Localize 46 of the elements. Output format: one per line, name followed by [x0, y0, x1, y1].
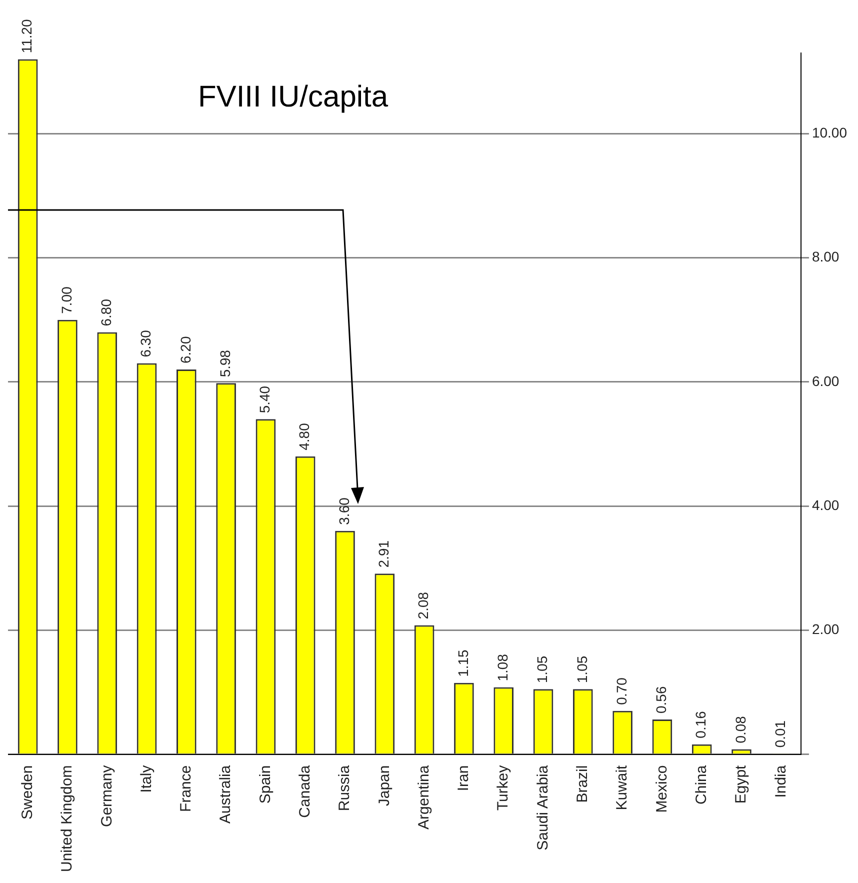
data-label: 7.00 — [58, 286, 74, 314]
x-tick-label: Sweden — [18, 765, 36, 820]
y-tick-label: 2.00 — [812, 621, 840, 638]
y-tick-label: 4.00 — [812, 496, 840, 513]
data-label: 6.30 — [138, 330, 154, 358]
x-tick-label: Spain — [256, 765, 274, 804]
data-label: 2.08 — [415, 592, 432, 620]
x-tick-label: Germany — [98, 764, 116, 827]
data-label: 6.20 — [177, 336, 194, 364]
data-label: 6.80 — [98, 298, 114, 326]
data-label: 1.05 — [574, 656, 590, 684]
data-label: 0.16 — [692, 710, 709, 738]
y-tick-label: 8.00 — [812, 248, 840, 265]
data-label: 0.08 — [732, 716, 748, 744]
x-tick-label: Iran — [455, 765, 472, 792]
x-tick-label: Japan — [376, 765, 393, 806]
x-tick-label: Saudi Arabia — [534, 764, 552, 850]
y-tick-label: 6.00 — [812, 372, 840, 389]
data-label: 0.01 — [772, 720, 788, 748]
x-tick-label: Russia — [336, 764, 354, 812]
data-label: 5.98 — [216, 350, 233, 378]
data-label: 3.60 — [336, 497, 352, 525]
data-label: 0.56 — [653, 686, 670, 714]
x-tick-label: Italy — [138, 764, 155, 793]
x-tick-label: Mexico — [653, 765, 670, 813]
x-tick-label: India — [772, 764, 790, 798]
x-tick-label: France — [178, 765, 195, 812]
x-tick-label: Kuwait — [614, 764, 631, 810]
text: FVIII IU/capita — [198, 80, 388, 114]
x-tick-label: United Kingdom — [58, 765, 76, 872]
x-tick-label: Turkey — [494, 764, 512, 811]
x-tick-label: Argentina — [415, 764, 432, 830]
data-label: 2.91 — [376, 540, 392, 568]
y-tick-label: 10.00 — [812, 124, 848, 141]
x-tick-label: Canada — [296, 764, 314, 818]
x-tick-label: China — [692, 764, 710, 804]
data-label: 1.05 — [534, 656, 550, 684]
x-tick-label: Australia — [217, 764, 234, 824]
data-label: 1.08 — [494, 654, 510, 682]
x-tick-label: Brazil — [574, 765, 592, 803]
data-label: 4.80 — [296, 422, 312, 450]
data-label: 11.20 — [18, 18, 35, 54]
data-label: 1.15 — [454, 649, 471, 677]
x-tick-label: Egypt — [732, 764, 750, 804]
data-label: 0.70 — [613, 677, 630, 705]
data-label: 5.40 — [256, 386, 273, 414]
